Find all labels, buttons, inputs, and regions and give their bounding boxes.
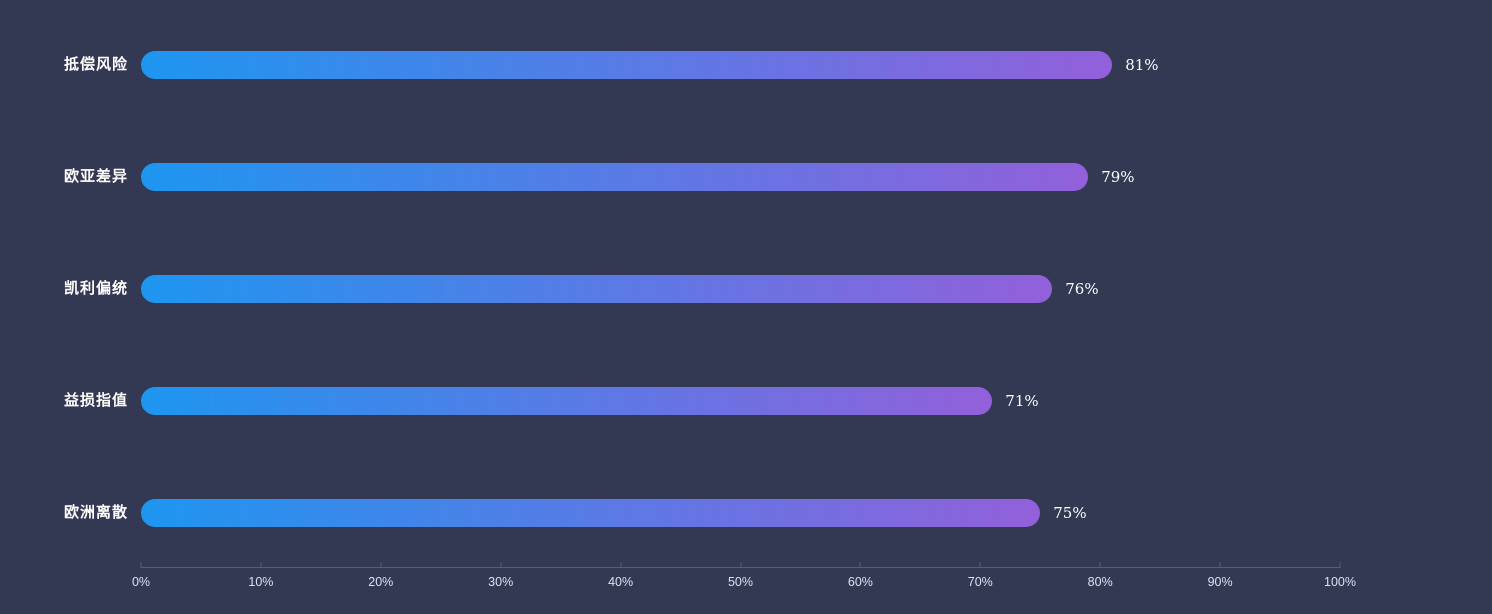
bar-row: 欧洲离散 75% — [0, 499, 1492, 527]
axis-tick-label: 50% — [727, 575, 754, 589]
bar[interactable] — [141, 499, 1041, 527]
bar-category-label: 凯利偏统 — [63, 280, 128, 297]
bar-track: 75% — [141, 499, 1340, 527]
bar-row: 凯利偏统 76% — [0, 275, 1492, 303]
bar-track: 76% — [141, 275, 1340, 303]
axis-tick-label: 0% — [131, 575, 151, 589]
axis-tick-mark — [500, 562, 502, 568]
bar-category-label: 欧亚差异 — [63, 168, 128, 185]
axis-tick-mark — [380, 562, 382, 568]
bar-category-label: 益损指值 — [63, 392, 128, 409]
bar-value-label: 79% — [1101, 168, 1135, 186]
bar-track: 71% — [141, 387, 1340, 415]
bar[interactable] — [141, 51, 1113, 79]
bar-value-label: 71% — [1005, 392, 1039, 410]
axis-tick-mark — [140, 562, 142, 568]
axis-tick-mark — [1219, 562, 1221, 568]
bar-row: 益损指值 71% — [0, 387, 1492, 415]
axis-tick-mark — [260, 562, 262, 568]
bar-track: 79% — [141, 163, 1340, 191]
bar-track: 81% — [141, 51, 1340, 79]
axis-tick-mark — [620, 562, 622, 568]
axis-tick-label: 60% — [847, 575, 873, 589]
bar[interactable] — [141, 275, 1053, 303]
axis-tick-label: 30% — [488, 575, 514, 589]
bar[interactable] — [141, 387, 993, 415]
axis-tick-label: 40% — [608, 575, 634, 589]
bar-value-label: 75% — [1053, 504, 1087, 522]
axis-tick-label: 90% — [1207, 575, 1233, 589]
bar-value-label: 76% — [1065, 280, 1099, 298]
bar-category-label: 欧洲离散 — [63, 504, 128, 521]
bar-category-label: 抵偿风险 — [63, 56, 128, 73]
axis-tick-label: 80% — [1087, 575, 1113, 589]
axis-tick-mark — [979, 562, 981, 568]
bar-value-label: 81% — [1125, 56, 1159, 74]
axis-tick-label: 20% — [368, 575, 394, 589]
x-axis: 0% 10% 20% 30% 40% 50% 60% 70% 80% 90% 1… — [132, 562, 1356, 608]
axis-tick-mark — [1099, 562, 1101, 568]
axis-tick-label: 100% — [1324, 575, 1356, 589]
axis-tick-label: 10% — [248, 575, 274, 589]
axis-tick-mark — [859, 562, 861, 568]
bar-row: 抵偿风险 81% — [0, 51, 1492, 79]
bar[interactable] — [141, 163, 1089, 191]
axis-tick-mark — [1339, 562, 1341, 568]
axis-tick-mark — [740, 562, 741, 568]
bar-row: 欧亚差异 79% — [0, 163, 1492, 191]
axis-tick-label: 70% — [967, 575, 993, 589]
